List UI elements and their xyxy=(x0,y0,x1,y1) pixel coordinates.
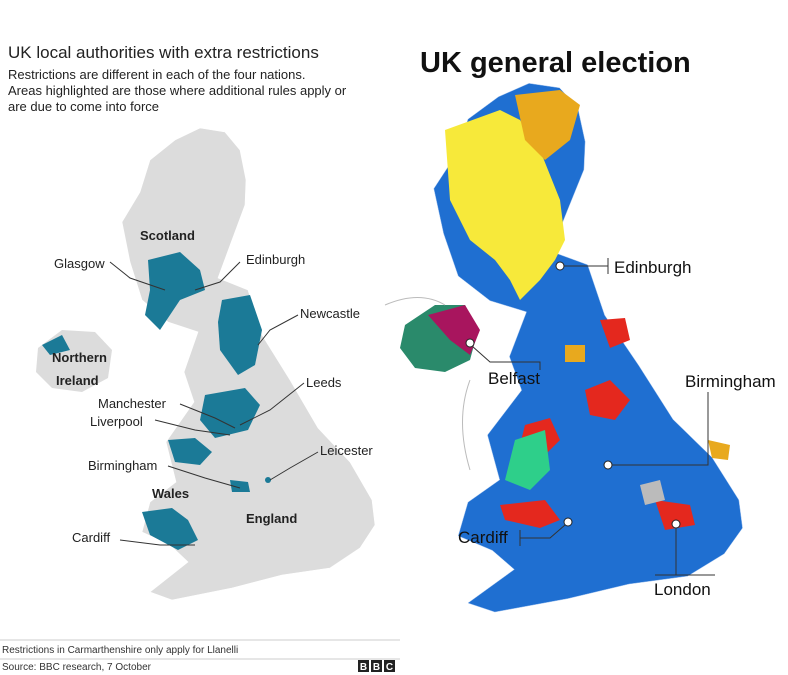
city-label: London xyxy=(654,580,711,599)
city-label: Birmingham xyxy=(685,372,776,391)
left-map xyxy=(36,127,376,601)
city-label: Belfast xyxy=(488,369,540,388)
logo-letter: C xyxy=(386,662,393,673)
right-map xyxy=(384,82,744,613)
right-title: UK general election xyxy=(420,47,691,79)
city-label: Leicester xyxy=(320,443,373,458)
city-label: Manchester xyxy=(98,396,167,411)
region-label: Scotland xyxy=(140,228,195,243)
logo-letter: B xyxy=(373,662,380,673)
left-title: UK local authorities with extra restrict… xyxy=(8,43,319,62)
source: Source: BBC research, 7 October xyxy=(2,662,152,673)
bbc-logo: B B C xyxy=(358,660,395,673)
logo-letter: B xyxy=(360,662,367,673)
right-leaders xyxy=(465,258,715,576)
region-label: England xyxy=(246,511,297,526)
city-label: Edinburgh xyxy=(614,258,692,277)
city-label: Edinburgh xyxy=(246,252,305,267)
left-subtitle: Areas highlighted are those where additi… xyxy=(8,83,347,98)
city-label: Newcastle xyxy=(300,306,360,321)
left-subtitle: Restrictions are different in each of th… xyxy=(8,67,305,82)
city-label: Leeds xyxy=(306,375,342,390)
city-label: Glasgow xyxy=(54,256,105,271)
city-label: Cardiff xyxy=(458,528,508,547)
left-leaders xyxy=(109,261,319,546)
city-label: Cardiff xyxy=(72,530,110,545)
left-subtitle: are due to come into force xyxy=(8,99,159,114)
region-label: Ireland xyxy=(56,373,99,388)
region-label: Northern xyxy=(52,350,107,365)
region-label: Wales xyxy=(152,486,189,501)
footnote: Restrictions in Carmarthenshire only app… xyxy=(2,645,238,656)
city-label: Liverpool xyxy=(90,414,143,429)
city-label: Birmingham xyxy=(88,458,157,473)
